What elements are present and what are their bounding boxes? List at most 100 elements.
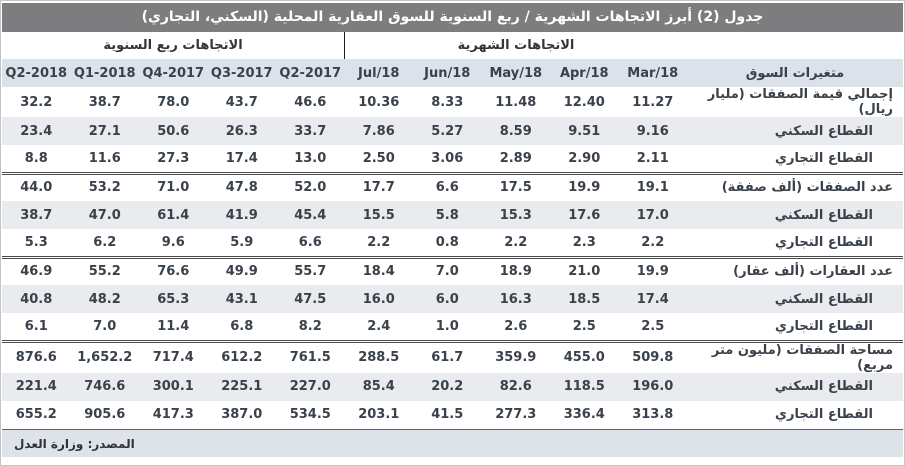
table-row: إجمالي قيمة الصفقات (مليار ريال) 11.27 12.… (2, 87, 903, 117)
value-cell: 313.8 (618, 400, 687, 429)
row-label: القطاع السكني (687, 372, 903, 401)
value-cell: 53.2 (70, 171, 139, 201)
column-header-row: متغيرات السوق Mar/18 Apr/18 May/18 Jun/18 Ju… (2, 59, 903, 87)
value-cell: 7.86 (344, 117, 413, 145)
value-cell: 19.1 (618, 171, 687, 201)
value-cell: 3.06 (413, 145, 482, 173)
value-cell: 11.27 (618, 87, 687, 117)
value-cell: 2.90 (550, 145, 619, 173)
value-cell: 5.27 (413, 117, 482, 145)
value-cell: 46.6 (276, 87, 345, 117)
value-cell: 26.3 (207, 117, 276, 145)
value-cell: 8.59 (481, 117, 550, 145)
column-header-quarter: 2017-Q4 (139, 59, 208, 87)
column-header-quarter: 2017-Q3 (207, 59, 276, 87)
row-label: عدد الصفقات (ألف صفقة) (687, 171, 903, 201)
value-cell: 49.9 (207, 255, 276, 285)
value-cell: 387.0 (207, 400, 276, 429)
value-cell: 0.8 (413, 229, 482, 257)
value-cell: 2.5 (550, 313, 619, 341)
column-header-month: Jul/18 (344, 59, 413, 87)
value-cell: 27.1 (70, 117, 139, 145)
row-label: القطاع السكني (687, 285, 903, 313)
value-cell: 33.7 (276, 117, 345, 145)
value-cell: 43.7 (207, 87, 276, 117)
value-cell: 18.9 (481, 255, 550, 285)
value-cell: 277.3 (481, 400, 550, 429)
value-cell: 61.7 (413, 339, 482, 373)
value-cell: 17.6 (550, 201, 619, 229)
value-cell: 13.0 (276, 145, 345, 173)
value-cell: 2.2 (618, 229, 687, 257)
value-cell: 48.2 (70, 285, 139, 313)
value-cell: 2.11 (618, 145, 687, 173)
value-cell: 41.5 (413, 400, 482, 429)
value-cell: 47.8 (207, 171, 276, 201)
value-cell: 20.2 (413, 372, 482, 401)
value-cell: 6.1 (2, 313, 71, 341)
table-row: القطاع التجاري 2.2 2.3 2.2 0.8 2.2 6.6 5.9 9.6 6.… (2, 229, 903, 257)
value-cell: 17.0 (618, 201, 687, 229)
value-cell: 746.6 (70, 372, 139, 401)
value-cell: 6.6 (413, 171, 482, 201)
value-cell: 85.4 (344, 372, 413, 401)
value-cell: 78.0 (139, 87, 208, 117)
value-cell: 8.33 (413, 87, 482, 117)
value-cell: 534.5 (276, 400, 345, 429)
value-cell: 17.4 (618, 285, 687, 313)
value-cell: 196.0 (618, 372, 687, 401)
value-cell: 12.40 (550, 87, 619, 117)
value-cell: 44.0 (2, 171, 71, 201)
value-cell: 8.8 (2, 145, 71, 173)
value-cell: 5.9 (207, 229, 276, 257)
value-cell: 300.1 (139, 372, 208, 401)
value-cell: 76.6 (139, 255, 208, 285)
table-row: القطاع السكني 17.4 18.5 16.3 6.0 16.0 47.5 43.1… (2, 285, 903, 313)
value-cell: 876.6 (2, 339, 71, 373)
value-cell: 221.4 (2, 372, 71, 401)
table-row: القطاع التجاري 2.5 2.5 2.6 1.0 2.4 8.2 6.8 11.4 7… (2, 313, 903, 341)
value-cell: 6.2 (70, 229, 139, 257)
value-cell: 40.8 (2, 285, 71, 313)
value-cell: 18.5 (550, 285, 619, 313)
row-label: القطاع السكني (687, 201, 903, 229)
value-cell: 19.9 (550, 171, 619, 201)
value-cell: 18.4 (344, 255, 413, 285)
table-row: القطاع السكني 17.0 17.6 15.3 5.8 15.5 45.4 41.9… (2, 201, 903, 229)
value-cell: 46.9 (2, 255, 71, 285)
value-cell: 9.51 (550, 117, 619, 145)
value-cell: 1.0 (413, 313, 482, 341)
value-cell: 65.3 (139, 285, 208, 313)
table-row: عدد العقارات (ألف عقار) 19.9 21.0 18.9 7.0 18… (2, 255, 903, 285)
value-cell: 41.9 (207, 201, 276, 229)
value-cell: 71.0 (139, 171, 208, 201)
value-cell: 5.3 (2, 229, 71, 257)
value-cell: 717.4 (139, 339, 208, 373)
column-header-month: May/18 (481, 59, 550, 87)
value-cell: 43.1 (207, 285, 276, 313)
value-cell: 10.36 (344, 87, 413, 117)
value-cell: 21.0 (550, 255, 619, 285)
table-row: عدد الصفقات (ألف صفقة) 19.1 19.9 17.5 6.6 17.… (2, 171, 903, 201)
value-cell: 455.0 (550, 339, 619, 373)
value-cell: 2.89 (481, 145, 550, 173)
value-cell: 225.1 (207, 372, 276, 401)
row-label: القطاع التجاري (687, 229, 903, 257)
value-cell: 19.9 (618, 255, 687, 285)
value-cell: 50.6 (139, 117, 208, 145)
table-title: جدول (2) أبرز الاتجاهات الشهرية / ربع ال… (2, 3, 903, 32)
group-header-monthly: الاتجاهات الشهرية (344, 32, 687, 59)
value-cell: 2.2 (344, 229, 413, 257)
value-cell: 16.3 (481, 285, 550, 313)
value-cell: 203.1 (344, 400, 413, 429)
value-cell: 55.7 (276, 255, 345, 285)
value-cell: 118.5 (550, 372, 619, 401)
value-cell: 17.5 (481, 171, 550, 201)
row-label: القطاع التجاري (687, 313, 903, 341)
value-cell: 6.0 (413, 285, 482, 313)
trends-table: الاتجاهات الشهرية الاتجاهات ربع السنوية … (2, 32, 903, 429)
value-cell: 38.7 (2, 201, 71, 229)
group-header-row: الاتجاهات الشهرية الاتجاهات ربع السنوية (2, 32, 903, 59)
value-cell: 11.48 (481, 87, 550, 117)
value-cell: 7.0 (70, 313, 139, 341)
